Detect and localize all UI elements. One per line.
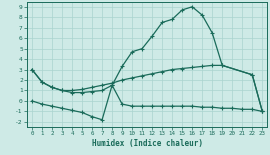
- X-axis label: Humidex (Indice chaleur): Humidex (Indice chaleur): [92, 139, 203, 148]
